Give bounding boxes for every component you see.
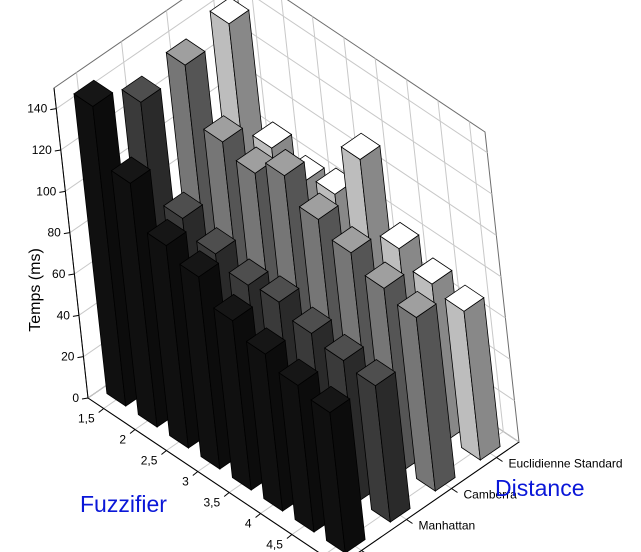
bar-top-face — [355, 359, 396, 387]
distance-axis-line — [358, 441, 520, 552]
z-gridline — [56, 0, 488, 154]
fuzzifier-tick-label: 4,5 — [266, 538, 283, 552]
distance-tick-label: Manhattan — [419, 519, 476, 533]
bar-top-face — [203, 115, 244, 143]
bar-top-face — [179, 250, 220, 278]
z-tick — [59, 190, 66, 193]
bar-top-face — [245, 327, 286, 355]
bar-top-face — [73, 79, 114, 107]
bar-top-face — [209, 0, 250, 25]
bar-top-face — [444, 284, 485, 312]
distance-tick-label: Euclidienne — [374, 550, 436, 552]
fuzzifier-axis-line — [87, 397, 319, 552]
z-tick — [72, 314, 80, 317]
bar — [396, 290, 456, 492]
z-tick — [81, 397, 89, 400]
fuzzifier-gridline — [468, 121, 504, 432]
bar-top-face — [331, 226, 372, 254]
distance-axis-title: Distance — [495, 475, 584, 501]
bar-top-face — [121, 75, 162, 103]
bar-top-face — [252, 121, 293, 149]
distance-tick — [451, 488, 458, 493]
bar-top-face — [264, 148, 305, 177]
bar — [444, 284, 501, 461]
z-tick-label: 60 — [52, 267, 66, 281]
fuzzifier-tick-label: 3,5 — [204, 496, 221, 510]
bar — [310, 385, 366, 552]
z-tick-label: 20 — [61, 350, 75, 364]
chart-bars — [73, 0, 501, 552]
bar-top-face — [278, 358, 319, 386]
bar-top-face — [298, 192, 339, 220]
z-tick-label: 140 — [27, 102, 47, 116]
fuzzifier-tick — [286, 534, 293, 539]
z-tick — [63, 232, 70, 235]
distance-tick — [406, 519, 413, 524]
bar-top-face — [310, 385, 351, 414]
z-tick-label: 80 — [48, 226, 62, 240]
distance-tick — [361, 550, 365, 552]
bar-top-face — [165, 38, 206, 66]
chart-axes: 0204060801001201401,522,533,544,55Euclid… — [27, 87, 623, 552]
fuzzifier-tick — [98, 408, 104, 413]
z-tick-label: 40 — [57, 308, 71, 322]
z-tick — [68, 273, 75, 276]
bar-top-face — [146, 218, 187, 247]
z-tick-label: 0 — [72, 391, 79, 405]
bar-top-face — [291, 306, 333, 334]
bar-top-face — [213, 293, 254, 322]
z-tick — [77, 356, 84, 359]
distance-tick-label: Camberra — [464, 488, 518, 502]
bar-top-face — [259, 275, 300, 303]
bar-top-face — [396, 290, 437, 318]
fuzzifier-tick-label: 4 — [245, 517, 252, 531]
distance-tick-label: Euclidienne Standard — [509, 457, 623, 471]
fuzzifier-tick-label: 2 — [119, 433, 126, 447]
z-tick-label: 100 — [36, 184, 56, 198]
fuzzifier-tick — [223, 492, 230, 497]
fuzzifier-tick — [161, 450, 167, 455]
z-tick — [50, 108, 57, 111]
bar — [355, 359, 411, 523]
bar-top-face — [340, 132, 381, 160]
fuzzifier-tick-label: 2,5 — [141, 454, 158, 468]
bar-top-face — [163, 191, 204, 219]
bar-top-face — [379, 221, 420, 250]
z-tick — [54, 149, 61, 152]
fuzzifier-tick — [192, 471, 199, 476]
fuzzifier-tick-label: 1,5 — [78, 412, 95, 426]
bar-top-face — [228, 258, 269, 286]
z-tick-label: 120 — [32, 143, 52, 157]
bar-top-face — [364, 261, 405, 289]
fuzzifier-tick-label: 3 — [182, 475, 189, 489]
bar-top-face — [412, 257, 453, 285]
bar-top-face — [195, 227, 237, 255]
fuzzifier-axis-title: Fuzzifier — [80, 491, 167, 517]
fuzzifier-tick — [129, 429, 136, 434]
bar-top-face — [110, 156, 151, 184]
distance-tick — [496, 457, 503, 462]
bar-top-face — [323, 333, 365, 362]
z-axis-line — [53, 87, 89, 399]
z-axis-title: Temps (ms) — [27, 248, 44, 332]
fuzzifier-tick — [255, 513, 261, 518]
